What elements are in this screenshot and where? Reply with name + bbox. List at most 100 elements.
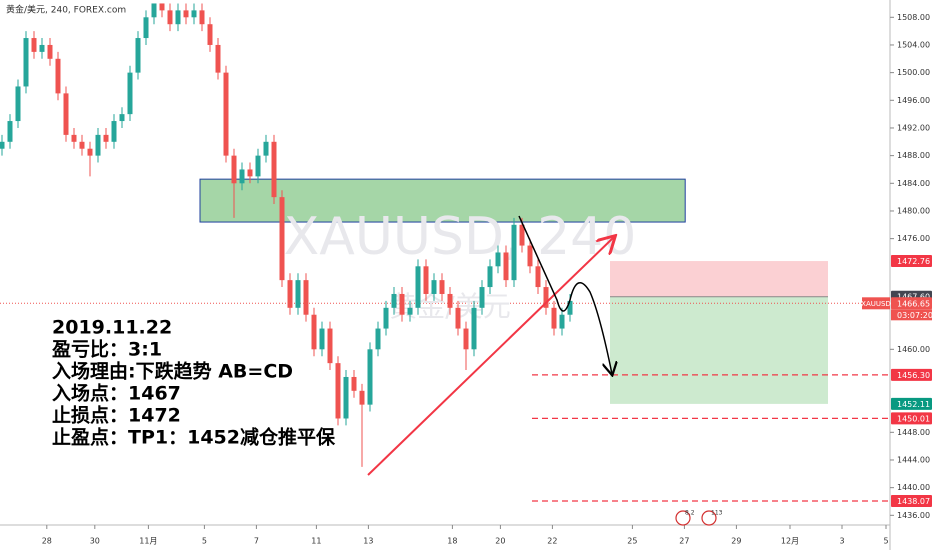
event-icon [675, 510, 691, 526]
candle-body [111, 121, 117, 142]
y-tick-label: 1448.00 [897, 428, 930, 437]
y-tick-label: 1460.00 [897, 345, 930, 354]
x-tick-label: 7 [254, 537, 259, 546]
candle-body [319, 328, 325, 350]
note-line: 盈亏比：3:1 [51, 339, 162, 361]
level-tag-label: 1438.07 [897, 497, 930, 506]
x-tick-label: 13 [363, 537, 373, 546]
level-tag-label: 1450.01 [897, 414, 930, 423]
candle-body [167, 10, 173, 25]
target-tag-label: 1452.11 [897, 400, 930, 409]
candle-body [447, 293, 453, 308]
candle-body [175, 10, 181, 25]
watermark: XAUUSD, 240 [284, 207, 637, 267]
timer-label: 03:07:20 [897, 311, 932, 320]
candle-body [335, 363, 341, 419]
last-price-tag [891, 297, 932, 310]
candle-body [87, 148, 93, 156]
candle-body [511, 224, 517, 281]
note-line: 2019.11.22 [52, 317, 172, 339]
candle-body [559, 314, 565, 329]
x-tick-label: 29 [731, 537, 741, 546]
note-line: 入场点：1467 [52, 383, 181, 405]
candle-body [7, 121, 13, 142]
candle-body [95, 134, 101, 156]
candle-body [247, 169, 253, 177]
candle-body [303, 280, 309, 315]
candle-body [63, 93, 69, 135]
event-icon-label: 8.2 [685, 510, 695, 517]
candle-body [119, 114, 125, 122]
candle-body [39, 44, 45, 52]
y-tick-label: 1492.00 [897, 123, 930, 132]
level-tag [891, 412, 932, 425]
candle-body [471, 307, 477, 350]
candle-body [239, 169, 245, 184]
candle-body [455, 307, 461, 329]
candle-body [527, 245, 533, 267]
candle-body [295, 280, 301, 308]
candle-body [407, 307, 413, 315]
candle-body [143, 17, 149, 39]
candle-body [479, 287, 485, 308]
y-tick-label: 1436.00 [897, 511, 930, 520]
candle-body [551, 307, 557, 329]
candle-body [231, 155, 237, 184]
x-tick-label: 5 [202, 537, 207, 546]
level-tag-label: 1456.30 [897, 371, 930, 380]
candle-body [503, 252, 509, 281]
candle-body [391, 293, 397, 308]
candle-body [223, 72, 229, 156]
candle-body [191, 10, 197, 18]
symbol-title: 黄金/美元, 240, FOREX.com [6, 4, 126, 16]
x-tick-label: 11 [311, 537, 321, 546]
candle-body [271, 141, 277, 198]
candle-body [103, 134, 109, 142]
candle-body [279, 197, 285, 281]
timer-bg [891, 309, 932, 321]
target-zone [610, 296, 828, 404]
candle-body [135, 38, 141, 73]
entry-tag-label: 1467.60 [897, 293, 930, 302]
candle-body [375, 328, 381, 350]
candle-body [215, 44, 221, 73]
candle-body [183, 10, 189, 18]
level-tag [891, 368, 932, 381]
candle-body [23, 38, 29, 87]
candle-body [151, 3, 157, 18]
stop-tag-label: 1472.76 [897, 257, 930, 266]
candle-body [343, 376, 349, 419]
projection-arrow [518, 215, 612, 374]
candle-body [311, 314, 317, 350]
level-tag [891, 494, 932, 507]
candle-body [439, 280, 445, 294]
candle-body [415, 266, 421, 308]
candle-body [71, 134, 77, 142]
y-tick-label: 1480.00 [897, 206, 930, 215]
candle-body [127, 72, 133, 115]
last-price-tag-label: 1466.65 [897, 299, 930, 308]
y-tick-label: 1440.00 [897, 483, 930, 492]
symbol-tag [862, 297, 890, 310]
x-tick-label: 20 [495, 537, 505, 546]
candle-body [15, 86, 21, 122]
candle-body [495, 252, 501, 267]
candle-body [287, 280, 293, 308]
candle-body [327, 328, 333, 364]
candle-body [159, 3, 165, 11]
y-tick-label: 1484.00 [897, 179, 930, 188]
trend-line [367, 237, 614, 476]
candle-body [543, 287, 549, 308]
candle-body [423, 266, 429, 294]
candle-body [0, 141, 5, 149]
candle-body [431, 280, 437, 294]
x-tick-label: 30 [90, 537, 100, 546]
candle-body [47, 44, 53, 59]
x-tick-label: 18 [447, 537, 457, 546]
note-line: 入场理由:下跌趋势 AB=CD [52, 360, 293, 383]
y-tick-label: 1508.00 [897, 13, 930, 22]
candle-body [383, 307, 389, 329]
stop-zone [610, 261, 828, 297]
candle-body [199, 10, 205, 25]
